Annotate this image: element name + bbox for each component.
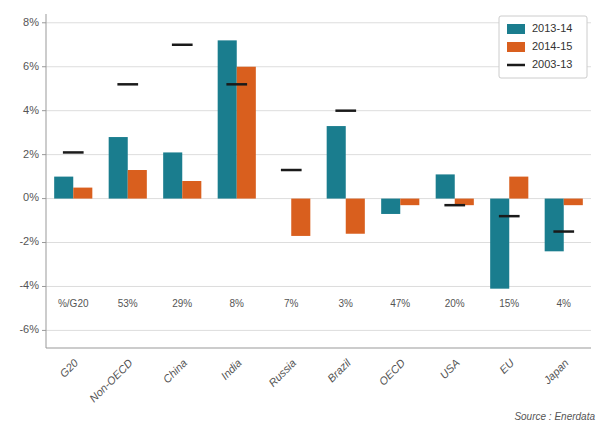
- bar: [272, 198, 291, 199]
- x-axis-line: [46, 348, 591, 349]
- x-tick-label: OECD: [376, 357, 407, 388]
- annotations: %/G20 53% 29% 8% 7% 3% 47% 20% 15% 4%: [58, 298, 571, 309]
- dash-marker: [553, 230, 574, 233]
- legend: 2013-14 2014-15 2003-13: [499, 16, 587, 78]
- y-tick-label: 0%: [23, 191, 39, 203]
- x-tick-label: India: [218, 357, 243, 382]
- y-tick-label: 4%: [23, 104, 39, 116]
- grid-line: [46, 330, 591, 331]
- dash-marker: [335, 109, 356, 112]
- bar: [163, 152, 182, 198]
- y-tick-label: -2%: [19, 235, 39, 247]
- bar: [237, 67, 256, 199]
- dash-marker: [281, 169, 302, 172]
- annotation: 47%: [390, 298, 410, 309]
- y-tick: [42, 154, 46, 155]
- bar: [54, 177, 73, 199]
- x-tick-label: EU: [497, 357, 516, 376]
- bar: [545, 199, 564, 252]
- bar: [109, 137, 128, 199]
- grid-line: [46, 110, 591, 111]
- y-tick-label: -6%: [19, 323, 39, 335]
- bar: [182, 181, 201, 199]
- bar: [73, 188, 92, 199]
- annotation: 4%: [557, 298, 572, 309]
- dash-marker: [117, 83, 138, 86]
- source-text: Source : Enerdata: [514, 411, 595, 422]
- annotation: 15%: [499, 298, 519, 309]
- grid: -6% -4% -2% 0% 2% 4% 6% 8%: [19, 16, 591, 336]
- x-axis: G20Non-OECD China India Russia Brazil OECD USA…: [57, 356, 571, 404]
- y-tick-label: 8%: [23, 16, 39, 28]
- y-tick-label: -4%: [19, 279, 39, 291]
- dash-marker: [63, 151, 84, 154]
- legend-swatch: [507, 24, 525, 34]
- annotation: %/G20: [58, 298, 89, 309]
- annotation: 29%: [172, 298, 192, 309]
- x-tick-label: Brazil: [325, 356, 353, 384]
- legend-swatch: [507, 42, 525, 52]
- y-tick: [42, 110, 46, 111]
- x-tick-label: Non-OECD: [87, 357, 135, 405]
- x-tick-label: Japan: [540, 357, 570, 387]
- y-tick: [42, 286, 46, 287]
- annotation: 53%: [118, 298, 138, 309]
- x-tick-label: Russia: [266, 357, 298, 389]
- y-axis-line: [46, 14, 47, 348]
- bar: [564, 199, 583, 206]
- bar: [327, 126, 346, 199]
- bar: [436, 174, 455, 198]
- bar: [509, 177, 528, 199]
- bar: [128, 170, 147, 199]
- dash-marker: [444, 204, 465, 207]
- annotation: 3%: [339, 298, 354, 309]
- legend-swatch: [507, 64, 525, 67]
- y-tick: [42, 22, 46, 23]
- x-tick-label: China: [161, 357, 190, 386]
- bar: [218, 40, 237, 198]
- bar: [400, 199, 419, 206]
- y-tick: [42, 242, 46, 243]
- bar: [346, 199, 365, 234]
- legend-label: 2003-13: [532, 58, 572, 70]
- dash-marker: [499, 215, 520, 218]
- legend-box: [499, 16, 587, 78]
- bar: [291, 199, 310, 236]
- chart-container: -6% -4% -2% 0% 2% 4% 6% 8% %/G20 53% 29% 8% 7% 3% 47% 2…: [0, 0, 605, 428]
- y-tick: [42, 330, 46, 331]
- legend-label: 2014-15: [532, 40, 572, 52]
- bar: [490, 199, 509, 289]
- y-tick-label: 2%: [23, 148, 39, 160]
- bar: [381, 199, 400, 214]
- x-tick-label: G20: [57, 356, 81, 380]
- x-tick-label: USA: [437, 357, 461, 381]
- annotation: 7%: [284, 298, 299, 309]
- dash-marker: [172, 44, 193, 47]
- y-tick-label: 6%: [23, 60, 39, 72]
- chart-svg: -6% -4% -2% 0% 2% 4% 6% 8% %/G20 53% 29% 8% 7% 3% 47% 2…: [0, 0, 605, 428]
- y-tick: [42, 66, 46, 67]
- annotation: 8%: [230, 298, 245, 309]
- dash-marker: [226, 83, 247, 86]
- y-tick: [42, 198, 46, 199]
- annotation: 20%: [445, 298, 465, 309]
- legend-label: 2013-14: [532, 22, 572, 34]
